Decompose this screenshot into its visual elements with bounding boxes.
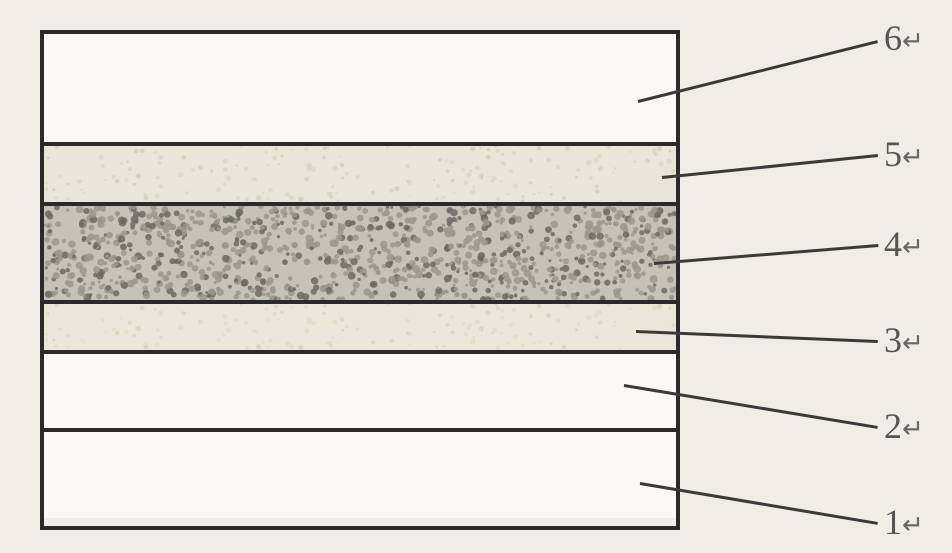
layer-4 xyxy=(44,206,676,304)
layer-6 xyxy=(44,34,676,146)
layer-6-label: 6↵ xyxy=(884,20,924,56)
layer-1-label: 1↵ xyxy=(884,504,924,540)
layer-3 xyxy=(44,304,676,354)
layer-3-label: 3↵ xyxy=(884,322,924,358)
label-number: 3 xyxy=(884,320,902,360)
layer-5 xyxy=(44,146,676,206)
layer-stack xyxy=(40,30,680,530)
return-icon: ↵ xyxy=(902,27,924,56)
layer-2 xyxy=(44,354,676,432)
layer-2-label: 2↵ xyxy=(884,408,924,444)
return-icon: ↵ xyxy=(902,511,924,540)
layer-diagram: 6↵5↵4↵3↵2↵1↵ xyxy=(40,30,910,530)
label-number: 1 xyxy=(884,502,902,542)
label-number: 4 xyxy=(884,224,902,264)
return-icon: ↵ xyxy=(902,329,924,358)
layer-4-label: 4↵ xyxy=(884,226,924,262)
layer-5-label: 5↵ xyxy=(884,136,924,172)
return-icon: ↵ xyxy=(902,143,924,172)
layer-1 xyxy=(44,432,676,518)
layer-5-leader xyxy=(662,154,878,179)
return-icon: ↵ xyxy=(902,415,924,444)
label-number: 6 xyxy=(884,18,902,58)
label-number: 5 xyxy=(884,134,902,174)
label-number: 2 xyxy=(884,406,902,446)
return-icon: ↵ xyxy=(902,233,924,262)
layer-4-leader xyxy=(654,244,878,265)
